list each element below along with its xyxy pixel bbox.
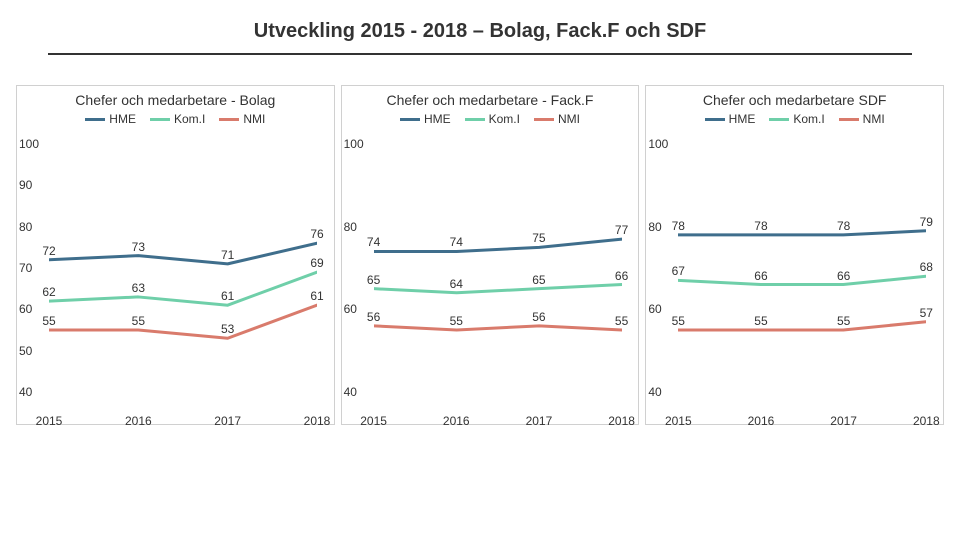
data-label: 65 bbox=[367, 273, 380, 287]
x-tick: 2017 bbox=[830, 414, 857, 428]
x-tick: 2016 bbox=[748, 414, 775, 428]
x-tick: 2017 bbox=[526, 414, 553, 428]
data-label: 73 bbox=[132, 240, 145, 254]
x-tick: 2018 bbox=[913, 414, 940, 428]
series-line-nmi bbox=[374, 326, 622, 330]
y-tick: 100 bbox=[648, 137, 668, 151]
data-label: 79 bbox=[920, 215, 933, 229]
y-tick: 60 bbox=[344, 302, 357, 316]
series-line-komi bbox=[678, 276, 926, 284]
y-tick: 40 bbox=[648, 385, 661, 399]
x-tick: 2015 bbox=[665, 414, 692, 428]
x-tick: 2015 bbox=[360, 414, 387, 428]
series-line-nmi bbox=[678, 322, 926, 330]
data-label: 76 bbox=[310, 227, 323, 241]
data-label: 74 bbox=[367, 235, 380, 249]
y-tick: 40 bbox=[344, 385, 357, 399]
data-label: 68 bbox=[920, 260, 933, 274]
x-tick: 2017 bbox=[214, 414, 241, 428]
plot-area: 7878787967666668555555572015201620172018 bbox=[678, 144, 926, 392]
plot-sdf: 40 60 80 100 78 78 78 79 67 66 66 68 55 55 55 57 2015 201… bbox=[646, 86, 946, 426]
data-label: 77 bbox=[615, 223, 628, 237]
lines-svg bbox=[374, 144, 622, 392]
data-label: 64 bbox=[450, 277, 463, 291]
title-wrap: Utveckling 2015 - 2018 – Bolag, Fack.F o… bbox=[10, 20, 950, 47]
series-line-hme bbox=[678, 231, 926, 235]
data-label: 78 bbox=[672, 219, 685, 233]
series-line-komi bbox=[374, 285, 622, 293]
data-label: 71 bbox=[221, 248, 234, 262]
data-label: 61 bbox=[221, 289, 234, 303]
chart-bolag: Chefer och medarbetare - Bolag HME Kom.I… bbox=[16, 85, 335, 425]
chart-sdf: Chefer och medarbetare SDF HME Kom.I NMI… bbox=[645, 85, 944, 425]
data-label: 55 bbox=[672, 314, 685, 328]
x-tick: 2018 bbox=[608, 414, 635, 428]
series-line-nmi bbox=[49, 305, 317, 338]
data-label: 66 bbox=[615, 269, 628, 283]
data-label: 55 bbox=[42, 314, 55, 328]
data-label: 69 bbox=[310, 256, 323, 270]
y-tick: 80 bbox=[648, 220, 661, 234]
plot-area: 7273717662636169555553612015201620172018 bbox=[49, 144, 317, 392]
data-label: 66 bbox=[754, 269, 767, 283]
lines-svg bbox=[49, 144, 317, 392]
data-label: 66 bbox=[837, 269, 850, 283]
charts-row: Chefer och medarbetare - Bolag HME Kom.I… bbox=[10, 85, 950, 425]
data-label: 74 bbox=[450, 235, 463, 249]
data-label: 55 bbox=[837, 314, 850, 328]
data-label: 72 bbox=[42, 244, 55, 258]
plot-bolag: 40 50 60 70 80 90 100 72 73 71 76 62 63 61 69 55 55 53 61 2… bbox=[17, 86, 337, 426]
title-underline bbox=[48, 53, 913, 55]
data-label: 65 bbox=[532, 273, 545, 287]
y-tick: 80 bbox=[344, 220, 357, 234]
series-line-komi bbox=[49, 272, 317, 305]
y-tick: 90 bbox=[19, 178, 32, 192]
lines-svg bbox=[678, 144, 926, 392]
data-label: 57 bbox=[920, 306, 933, 320]
y-tick: 40 bbox=[19, 385, 32, 399]
data-label: 56 bbox=[532, 310, 545, 324]
page-title: Utveckling 2015 - 2018 – Bolag, Fack.F o… bbox=[254, 20, 706, 47]
x-tick: 2016 bbox=[443, 414, 470, 428]
data-label: 75 bbox=[532, 231, 545, 245]
y-tick: 60 bbox=[648, 302, 661, 316]
x-tick: 2018 bbox=[304, 414, 331, 428]
data-label: 67 bbox=[672, 264, 685, 278]
series-line-hme bbox=[49, 243, 317, 264]
plot-fackf: 40 60 80 100 74 74 75 77 65 64 65 66 56 55 56 55 2015 201… bbox=[342, 86, 642, 426]
data-label: 55 bbox=[450, 314, 463, 328]
y-tick: 60 bbox=[19, 302, 32, 316]
x-tick: 2016 bbox=[125, 414, 152, 428]
y-tick: 70 bbox=[19, 261, 32, 275]
y-tick: 100 bbox=[344, 137, 364, 151]
y-tick: 50 bbox=[19, 344, 32, 358]
chart-fackf: Chefer och medarbetare - Fack.F HME Kom.… bbox=[341, 85, 640, 425]
data-label: 78 bbox=[754, 219, 767, 233]
data-label: 55 bbox=[754, 314, 767, 328]
data-label: 55 bbox=[132, 314, 145, 328]
y-tick: 100 bbox=[19, 137, 39, 151]
data-label: 78 bbox=[837, 219, 850, 233]
data-label: 53 bbox=[221, 322, 234, 336]
plot-area: 7474757765646566565556552015201620172018 bbox=[374, 144, 622, 392]
page: Utveckling 2015 - 2018 – Bolag, Fack.F o… bbox=[0, 0, 960, 540]
data-label: 63 bbox=[132, 281, 145, 295]
x-tick: 2015 bbox=[36, 414, 63, 428]
data-label: 62 bbox=[42, 285, 55, 299]
data-label: 61 bbox=[310, 289, 323, 303]
data-label: 56 bbox=[367, 310, 380, 324]
data-label: 55 bbox=[615, 314, 628, 328]
series-line-hme bbox=[374, 239, 622, 251]
y-tick: 80 bbox=[19, 220, 32, 234]
